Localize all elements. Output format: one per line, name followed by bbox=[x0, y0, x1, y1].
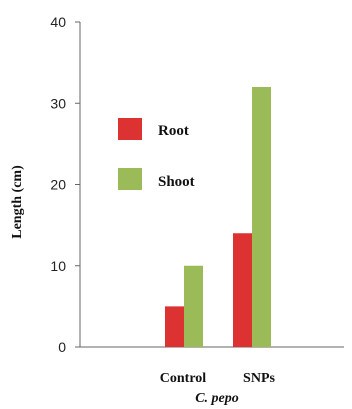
bar-root-snps bbox=[233, 233, 252, 347]
y-tick-label: 0 bbox=[58, 339, 66, 355]
x-axis-title: C. pepo bbox=[195, 391, 239, 406]
bar-root-control bbox=[165, 306, 184, 347]
legend-swatch-shoot bbox=[118, 168, 142, 190]
x-category-label: Control bbox=[160, 371, 207, 386]
bar-shoot-snps bbox=[252, 87, 271, 347]
x-category-label: SNPs bbox=[243, 371, 275, 386]
y-tick-label: 40 bbox=[50, 14, 66, 30]
bars-group bbox=[165, 87, 271, 347]
y-tick-label: 30 bbox=[50, 95, 66, 111]
legend: Root Shoot bbox=[118, 118, 195, 190]
y-axis-title: Length (cm) bbox=[10, 165, 25, 239]
y-tick-label: 20 bbox=[50, 177, 66, 193]
x-axis-categories: Control SNPs bbox=[160, 371, 276, 386]
legend-swatch-root bbox=[118, 118, 142, 140]
legend-label-root: Root bbox=[158, 123, 189, 139]
y-tick-label: 10 bbox=[50, 258, 66, 274]
legend-label-shoot: Shoot bbox=[158, 174, 195, 190]
y-axis: 0 10 20 30 40 bbox=[50, 14, 80, 355]
bar-shoot-control bbox=[184, 265, 203, 347]
